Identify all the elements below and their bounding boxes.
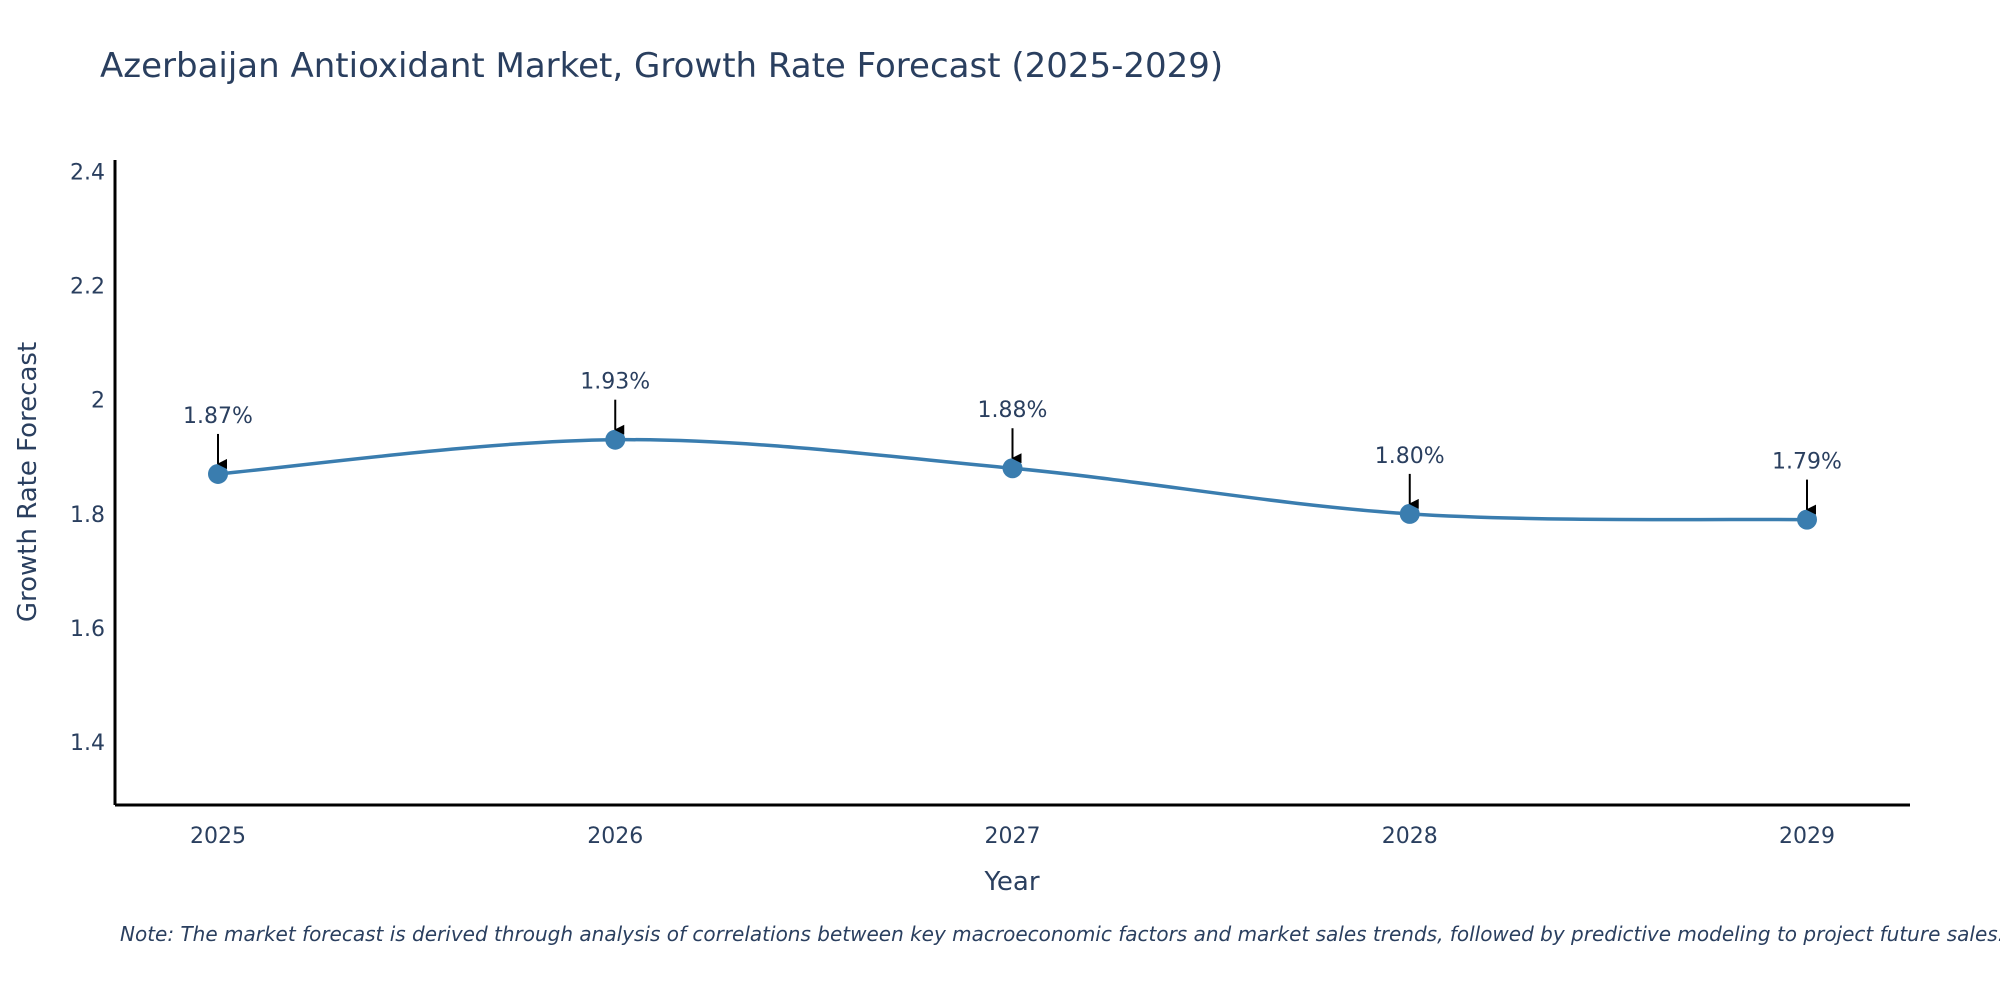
data-point [1399, 503, 1420, 524]
y-tick-label: 1.8 [70, 503, 105, 528]
y-tick-labels: 1.4 1.6 1.8 2 2.2 2.4 [70, 160, 105, 756]
y-tick-label: 2.4 [70, 160, 105, 185]
data-label: 1.80% [1375, 444, 1445, 469]
x-tick-labels: 2025 2026 2027 2028 2029 [190, 824, 1835, 849]
y-tick-label: 1.4 [70, 731, 105, 756]
x-tick-label: 2027 [985, 824, 1041, 849]
data-label: 1.88% [978, 398, 1048, 423]
y-tick-label: 2 [91, 389, 105, 414]
data-label: 1.79% [1772, 450, 1842, 475]
x-tick-label: 2025 [190, 824, 246, 849]
y-axis-title: Growth Rate Forecast [13, 342, 43, 622]
data-point [1002, 458, 1023, 479]
data-point [1797, 509, 1817, 530]
data-point [208, 463, 228, 484]
y-tick-label: 1.6 [70, 617, 105, 642]
data-label: 1.93% [580, 370, 650, 395]
chart-note: Note: The market forecast is derived thr… [120, 922, 2000, 946]
x-axis-title: Year [983, 867, 1039, 897]
data-point [605, 429, 626, 450]
data-markers [208, 429, 1817, 530]
chart-title: Azerbaijan Antioxidant Market, Growth Ra… [100, 46, 1224, 86]
y-tick-label: 2.2 [70, 275, 105, 300]
x-tick-label: 2029 [1779, 824, 1835, 849]
data-annotations: 1.87% 1.93% 1.88% 1.80% 1.79% [183, 370, 1842, 515]
data-label: 1.87% [183, 404, 253, 429]
x-tick-label: 2028 [1382, 824, 1438, 849]
x-tick-label: 2026 [587, 824, 643, 849]
